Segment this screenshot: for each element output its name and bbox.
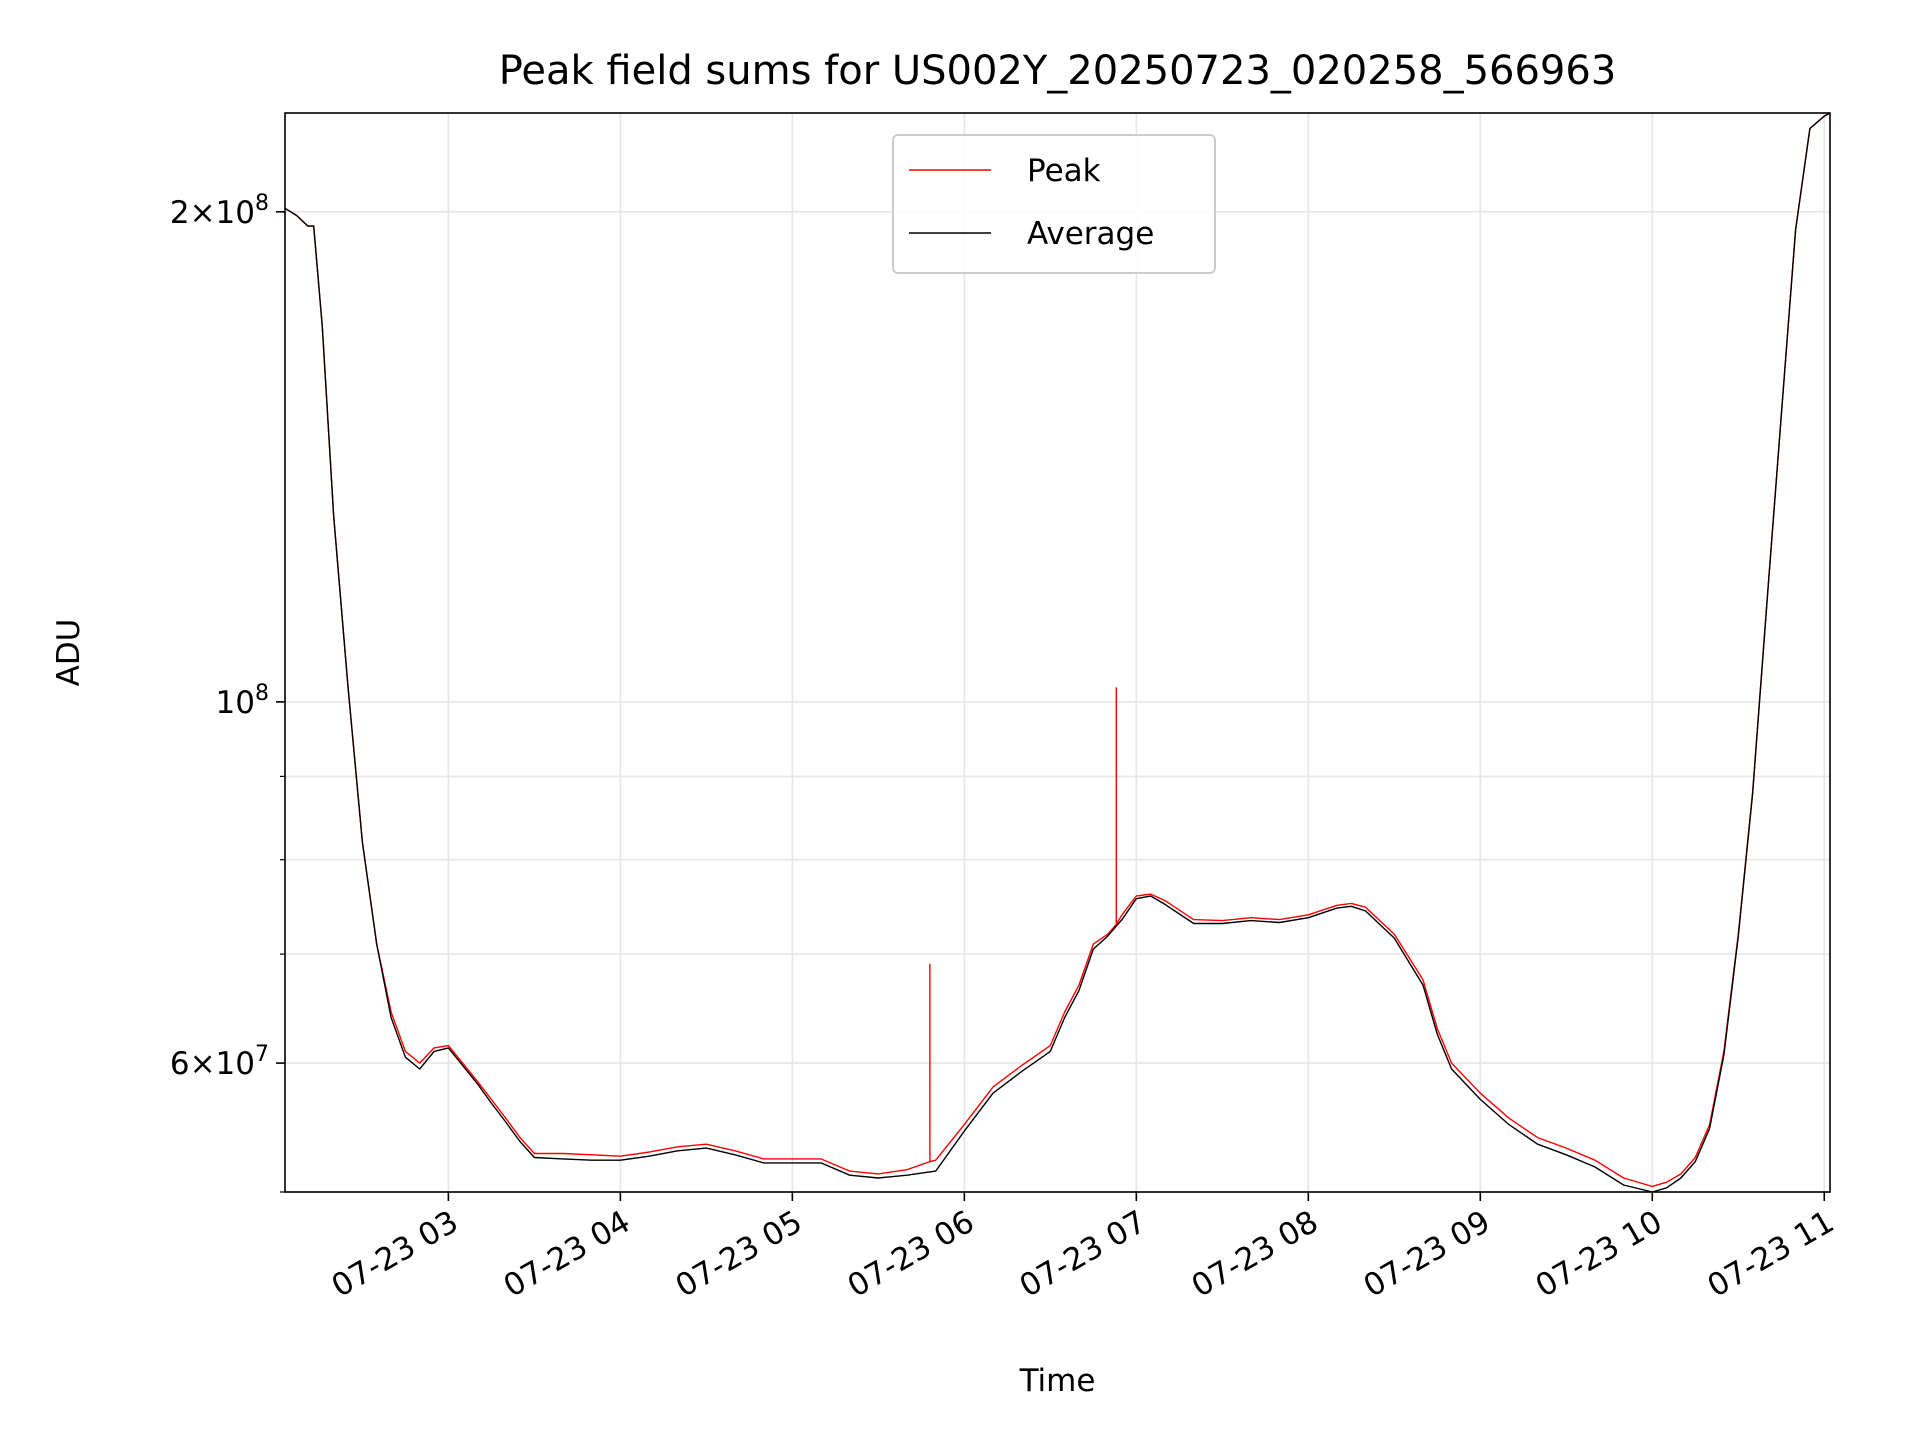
y-axis: 2×108 108 6×107 bbox=[170, 191, 285, 1193]
y-tick-label: 2×108 bbox=[170, 191, 269, 231]
series-line-peak bbox=[284, 112, 1831, 1188]
plot-frame bbox=[284, 112, 1831, 1193]
chart-title: Peak field sums for US002Y_20250723_0202… bbox=[499, 48, 1617, 94]
legend: Peak Average bbox=[892, 134, 1216, 274]
legend-label-peak: Peak bbox=[1027, 153, 1101, 189]
x-axis-label: Time bbox=[1019, 1363, 1096, 1399]
y-tick-label: 108 bbox=[216, 681, 269, 721]
legend-label-average: Average bbox=[1027, 216, 1154, 252]
y-axis-label: ADU bbox=[51, 619, 87, 687]
y-tick-label: 6×107 bbox=[170, 1042, 269, 1082]
